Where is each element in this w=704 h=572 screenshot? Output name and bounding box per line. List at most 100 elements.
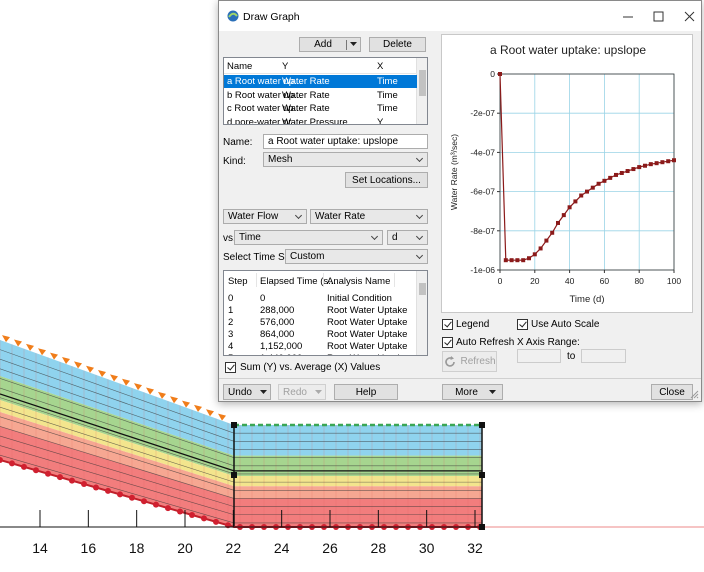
y-tick-label: -1e-06	[470, 265, 495, 275]
scrollbar	[416, 58, 427, 124]
undo-button[interactable]: Undo	[223, 384, 271, 400]
flux-marker	[158, 391, 166, 399]
data-point	[561, 213, 566, 218]
flux-marker	[50, 352, 58, 360]
data-point	[579, 193, 584, 198]
dropdown-arrow	[350, 42, 357, 46]
close-button[interactable]: Close	[651, 384, 693, 400]
cell: a Root water up...	[227, 76, 302, 87]
cell: Water Pressure	[282, 116, 348, 125]
flux-marker	[218, 413, 226, 421]
flux-marker	[2, 335, 10, 343]
delete-button[interactable]: Delete	[369, 37, 426, 52]
node-marker	[177, 508, 183, 515]
refresh-label: Refresh	[460, 356, 496, 367]
point-marker	[479, 422, 485, 428]
data-point	[642, 163, 647, 168]
window-controls[interactable]	[615, 7, 701, 27]
x-range-from	[517, 349, 561, 363]
cell: Time	[377, 103, 398, 114]
help-label: Help	[355, 386, 377, 398]
flux-marker	[134, 383, 142, 391]
cell: Time	[377, 76, 398, 87]
node-marker	[0, 457, 3, 463]
data-point	[585, 189, 589, 194]
x-tick-label: 100	[667, 276, 681, 286]
y-tick-label: -6e-07	[470, 187, 495, 197]
node-marker	[105, 487, 111, 494]
data-point	[532, 252, 537, 257]
help-button[interactable]: Help	[334, 384, 398, 400]
x-unit-select[interactable]: d	[387, 230, 428, 245]
data-point	[544, 238, 549, 243]
legend-label: Legend	[456, 319, 490, 330]
chart: a Root water uptake: upslope Water Rate …	[441, 34, 693, 313]
x-tick-label: 16	[81, 540, 97, 556]
flux-marker	[14, 339, 22, 347]
cell: Root Water Uptake	[327, 317, 408, 328]
cell: 288,000	[260, 305, 295, 316]
set-locations-button[interactable]: Set Locations...	[345, 172, 428, 188]
undo-label: Undo	[228, 386, 252, 398]
name-input[interactable]: a Root water uptake: upslope	[263, 134, 428, 149]
data-point	[648, 162, 653, 167]
data-point	[660, 160, 665, 165]
add-button[interactable]: Add	[299, 37, 361, 52]
cell: 0	[260, 293, 266, 304]
x-tick-label: 22	[226, 540, 242, 556]
separator	[219, 378, 701, 379]
point-marker	[231, 422, 237, 428]
kind-select[interactable]: Mesh	[263, 152, 428, 167]
x-tick-label: 28	[371, 540, 387, 556]
sum-checkbox[interactable]	[225, 362, 236, 373]
close-label: Close	[659, 386, 685, 398]
flux-marker	[146, 387, 154, 395]
sum-label: Sum (Y) vs. Average (X) Values	[240, 362, 381, 373]
scroll-thumb	[419, 283, 426, 295]
scroll-thumb	[419, 70, 426, 96]
more-button[interactable]: More	[442, 384, 503, 400]
x-range-to	[581, 349, 626, 363]
scrollbar	[416, 271, 427, 355]
auto-refresh-checkbox[interactable]	[442, 337, 453, 348]
cell: Initial Condition	[327, 293, 392, 304]
node-marker	[117, 491, 123, 498]
x-tick-label: 20	[530, 276, 540, 286]
delete-label: Delete	[383, 39, 412, 50]
soil-layer	[0, 412, 482, 499]
cell: d pore-water pr...	[227, 116, 299, 125]
y-tick-label: -2e-07	[470, 108, 495, 118]
data-point	[503, 258, 508, 263]
auto-scale-checkbox[interactable]	[517, 319, 528, 330]
time-steps-label: Select Time Steps:	[223, 252, 307, 263]
data-line	[499, 73, 675, 261]
auto-scale-label: Use Auto Scale	[531, 319, 600, 330]
y-quantity-select[interactable]: Water Rate	[310, 209, 428, 224]
y-category-select[interactable]: Water Flow	[223, 209, 307, 224]
column-header: X	[377, 61, 384, 72]
node-marker	[141, 498, 147, 505]
data-point	[625, 169, 630, 174]
vs-label: vs.	[223, 233, 236, 244]
chart-title: a Root water uptake: upslope	[490, 43, 646, 57]
x-quantity-select[interactable]: Time	[234, 230, 383, 245]
flux-marker	[182, 400, 190, 408]
data-point	[614, 172, 619, 177]
flux-marker	[98, 370, 106, 378]
cell: Water Rate	[282, 89, 330, 101]
cell: Root Water Uptake	[327, 305, 408, 316]
flux-marker	[194, 404, 202, 412]
legend-checkbox[interactable]	[442, 319, 453, 330]
column-header: Elapsed Time (s...	[260, 276, 337, 287]
x-tick-label: 24	[274, 540, 290, 556]
data-point	[555, 220, 560, 225]
time-steps-select[interactable]: Custom	[285, 249, 428, 264]
node-marker	[33, 467, 39, 474]
dropdown-arrow	[315, 390, 322, 394]
time-steps-table[interactable]: Step Elapsed Time (s... Analysis Name 0 0 Ini…	[223, 270, 428, 356]
soil-layer	[0, 340, 482, 456]
flux-marker	[74, 361, 82, 369]
